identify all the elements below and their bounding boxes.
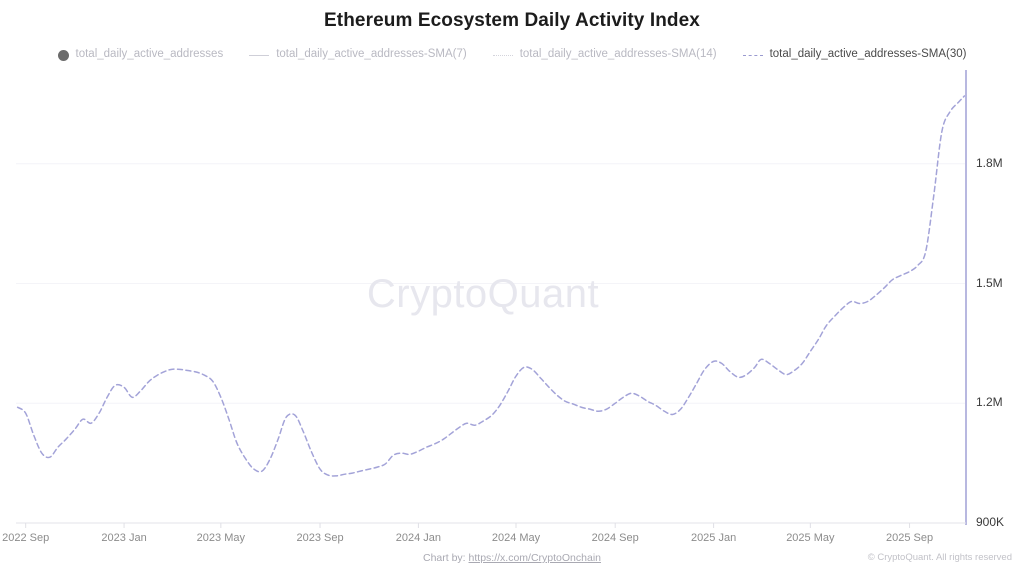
legend-item-label: total_daily_active_addresses-SMA(7): [276, 48, 467, 61]
copyright-notice: © CryptoQuant. All rights reserved: [867, 552, 1012, 563]
legend-item-3[interactable]: total_daily_active_addresses-SMA(30): [742, 48, 967, 61]
x-tick-label-0: 2022 Sep: [2, 532, 50, 544]
x-tick-label-1: 2023 Jan: [101, 532, 147, 544]
credit-prefix: Chart by:: [422, 552, 469, 564]
x-tick-label-6: 2024 Sep: [591, 532, 639, 544]
legend-item-label: total_daily_active_addresses: [75, 48, 224, 61]
chart-legend: total_daily_active_addresses total_daily_…: [0, 44, 1024, 66]
x-tick-label-5: 2024 May: [491, 532, 541, 544]
data-line-series-0: [16, 95, 966, 477]
legend-item-0[interactable]: total_daily_active_addresses: [57, 48, 224, 61]
chart-credit: Chart by: https://x.com/CryptoOnchain: [0, 552, 1024, 564]
x-tick-label-8: 2025 May: [786, 532, 835, 544]
y-tick-label-0: 900K: [976, 515, 1005, 529]
y-tick-label-1: 1.2M: [976, 395, 1003, 410]
x-tick-label-2: 2023 May: [196, 532, 245, 544]
x-tick-label-4: 2024 Jan: [395, 532, 442, 544]
legend-item-1[interactable]: total_daily_active_addresses-SMA(7): [249, 48, 467, 61]
page-title: Ethereum Ecosystem Daily Activity Index: [324, 10, 700, 31]
legend-dot-icon: [57, 49, 69, 61]
legend-line-icon: [742, 54, 763, 56]
y-tick-label-2: 1.5M: [976, 275, 1003, 290]
legend-line-icon: [249, 54, 270, 56]
legend-line-icon: [492, 54, 513, 56]
x-tick-label-7: 2025 Jan: [690, 532, 737, 544]
x-tick-label-3: 2023 Sep: [296, 532, 344, 544]
x-tick-label-9: 2025 Sep: [885, 532, 934, 544]
y-tick-label-3: 1.8M: [976, 155, 1003, 170]
credit-link[interactable]: https://x.com/CryptoOnchain: [468, 552, 601, 564]
legend-item-label: total_daily_active_addresses-SMA(14): [519, 48, 717, 61]
legend-item-2[interactable]: total_daily_active_addresses-SMA(14): [492, 48, 717, 61]
legend-item-label: total_daily_active_addresses-SMA(30): [769, 48, 967, 61]
